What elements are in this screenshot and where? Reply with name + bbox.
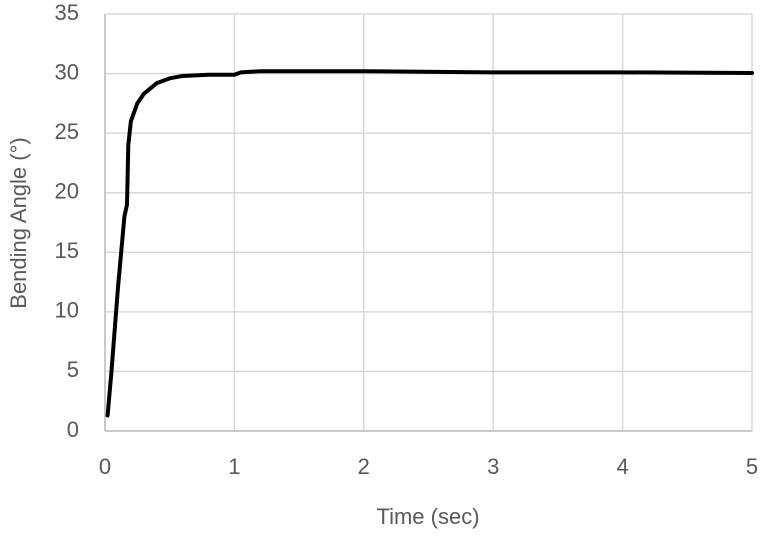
x-axis-title: Time (sec) <box>376 504 479 529</box>
x-tick-label: 2 <box>358 454 370 479</box>
y-tick-label: 15 <box>55 238 79 263</box>
y-tick-label: 20 <box>55 179 79 204</box>
x-tick-label: 4 <box>616 454 628 479</box>
x-tick-label: 3 <box>487 454 499 479</box>
y-tick-label: 35 <box>55 0 79 25</box>
x-tick-label: 5 <box>746 454 758 479</box>
x-tick-label: 1 <box>228 454 240 479</box>
y-axis-title: Bending Angle (°) <box>6 137 31 308</box>
x-tick-label: 0 <box>99 454 111 479</box>
y-tick-label: 10 <box>55 298 79 323</box>
y-tick-label: 25 <box>55 119 79 144</box>
y-tick-label: 30 <box>55 59 79 84</box>
y-tick-label: 5 <box>67 357 79 382</box>
y-tick-label: 0 <box>67 417 79 442</box>
data-line <box>105 69 754 418</box>
